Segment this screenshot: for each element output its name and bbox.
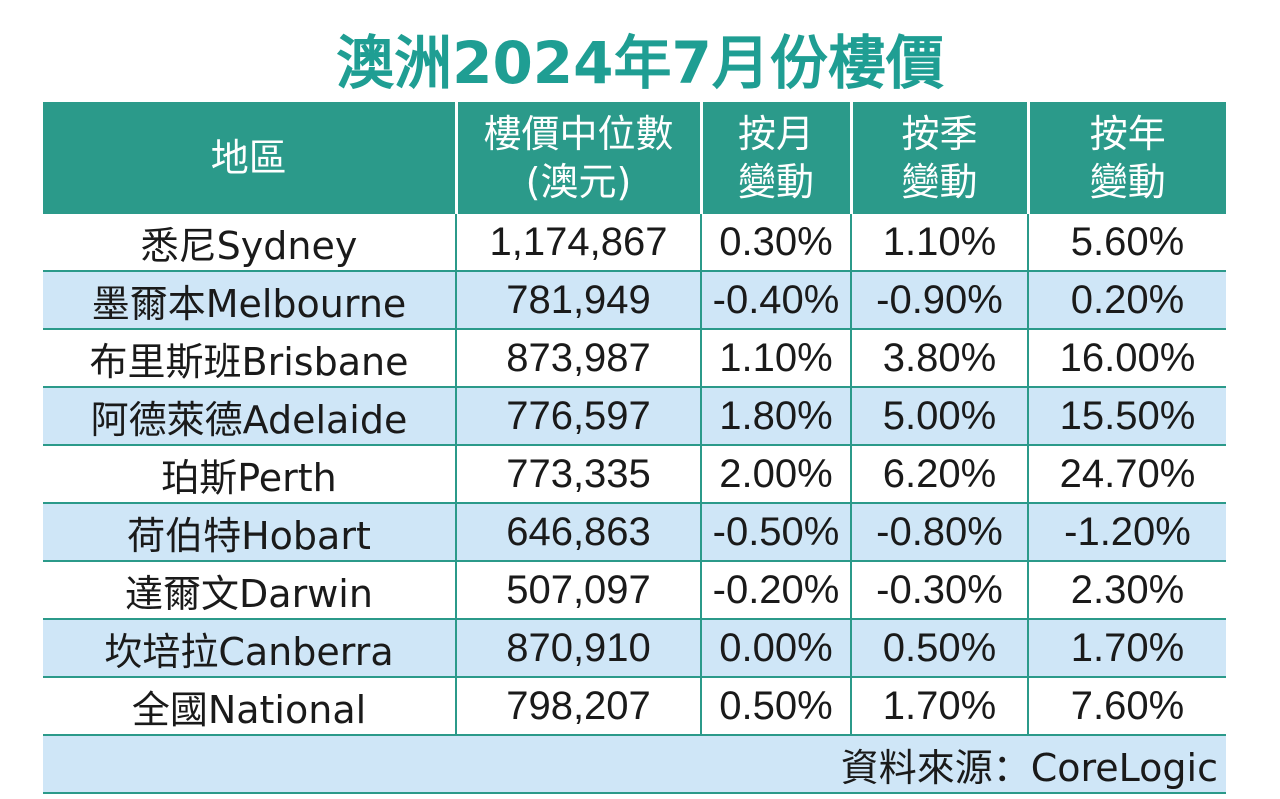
cell-qoq: -0.90%: [850, 271, 1029, 330]
page-title: 澳洲2024年7月份樓價: [336, 29, 944, 97]
cell-region: 布里斯班Brisbane: [43, 329, 457, 388]
cell-median: 781,949: [455, 271, 702, 330]
table-row: 阿德萊德Adelaide 776,597 1.80% 5.00% 15.50%: [43, 387, 1226, 446]
cell-region: 荷伯特Hobart: [43, 503, 457, 562]
cell-mom: -0.20%: [700, 561, 852, 620]
cell-yoy: 24.70%: [1027, 445, 1226, 504]
cell-mom: -0.40%: [700, 271, 852, 330]
cell-median: 870,910: [455, 619, 702, 678]
header-region-line1: 地區: [210, 136, 287, 180]
header-region: 地區: [43, 102, 458, 214]
cell-mom: 1.80%: [700, 387, 852, 446]
cell-yoy: 5.60%: [1027, 214, 1226, 272]
table-row: 坎培拉Canberra 870,910 0.00% 0.50% 1.70%: [43, 619, 1226, 678]
cell-yoy: 2.30%: [1027, 561, 1226, 620]
cell-median: 646,863: [455, 503, 702, 562]
cell-mom: 0.30%: [700, 214, 852, 272]
cell-qoq: 1.10%: [850, 214, 1029, 272]
cell-mom: 1.10%: [700, 329, 852, 388]
cell-qoq: 5.00%: [850, 387, 1029, 446]
cell-median: 776,597: [455, 387, 702, 446]
header-monthly-change: 按月 變動: [699, 102, 853, 214]
cell-region: 全國National: [43, 677, 457, 736]
cell-median: 873,987: [455, 329, 702, 388]
cell-qoq: -0.30%: [850, 561, 1029, 620]
table-row: 珀斯Perth 773,335 2.00% 6.20% 24.70%: [43, 445, 1226, 504]
cell-qoq: 6.20%: [850, 445, 1029, 504]
cell-region: 坎培拉Canberra: [43, 619, 457, 678]
header-median-price: 樓價中位數 (澳元): [454, 102, 703, 214]
cell-median: 507,097: [455, 561, 702, 620]
cell-mom: 0.00%: [700, 619, 852, 678]
header-yearly-change: 按年 變動: [1026, 102, 1226, 214]
cell-qoq: -0.80%: [850, 503, 1029, 562]
header-median-line2: (澳元): [525, 160, 632, 204]
cell-qoq: 3.80%: [850, 329, 1029, 388]
table-header-row: 地區 樓價中位數 (澳元) 按月 變動 按季 變動 按年 變動: [43, 102, 1226, 214]
header-quarterly-line1: 按季: [901, 112, 978, 156]
table-row: 墨爾本Melbourne 781,949 -0.40% -0.90% 0.20%: [43, 271, 1226, 330]
table-row: 荷伯特Hobart 646,863 -0.50% -0.80% -1.20%: [43, 503, 1226, 562]
source-note: 資料來源：CoreLogic: [43, 735, 1226, 794]
table-row: 全國National 798,207 0.50% 1.70% 7.60%: [43, 677, 1226, 736]
cell-median: 1,174,867: [455, 214, 702, 272]
cell-median: 798,207: [455, 677, 702, 736]
cell-region: 達爾文Darwin: [43, 561, 457, 620]
cell-mom: -0.50%: [700, 503, 852, 562]
header-yearly-line2: 變動: [1089, 160, 1166, 204]
cell-region: 墨爾本Melbourne: [43, 271, 457, 330]
cell-qoq: 1.70%: [850, 677, 1029, 736]
cell-yoy: 1.70%: [1027, 619, 1226, 678]
table-row: 達爾文Darwin 507,097 -0.20% -0.30% 2.30%: [43, 561, 1226, 620]
source-row: 資料來源：CoreLogic: [43, 735, 1226, 794]
header-monthly-line2: 變動: [737, 160, 814, 204]
price-table: 地區 樓價中位數 (澳元) 按月 變動 按季 變動 按年 變動: [43, 102, 1226, 794]
cell-mom: 0.50%: [700, 677, 852, 736]
table-row: 布里斯班Brisbane 873,987 1.10% 3.80% 16.00%: [43, 329, 1226, 388]
cell-region: 悉尼Sydney: [43, 214, 457, 272]
cell-median: 773,335: [455, 445, 702, 504]
cell-mom: 2.00%: [700, 445, 852, 504]
cell-qoq: 0.50%: [850, 619, 1029, 678]
cell-region: 阿德萊德Adelaide: [43, 387, 457, 446]
cell-yoy: 16.00%: [1027, 329, 1226, 388]
cell-region: 珀斯Perth: [43, 445, 457, 504]
header-yearly-line1: 按年: [1089, 112, 1166, 156]
header-median-line1: 樓價中位數: [483, 112, 674, 156]
table-row: 悉尼Sydney 1,174,867 0.30% 1.10% 5.60%: [43, 214, 1226, 272]
cell-yoy: -1.20%: [1027, 503, 1226, 562]
price-table-container: 地區 樓價中位數 (澳元) 按月 變動 按季 變動 按年 變動: [43, 102, 1226, 794]
cell-yoy: 7.60%: [1027, 677, 1226, 736]
cell-yoy: 15.50%: [1027, 387, 1226, 446]
cell-yoy: 0.20%: [1027, 271, 1226, 330]
header-quarterly-change: 按季 變動: [849, 102, 1030, 214]
header-quarterly-line2: 變動: [901, 160, 978, 204]
header-monthly-line1: 按月: [737, 112, 814, 156]
